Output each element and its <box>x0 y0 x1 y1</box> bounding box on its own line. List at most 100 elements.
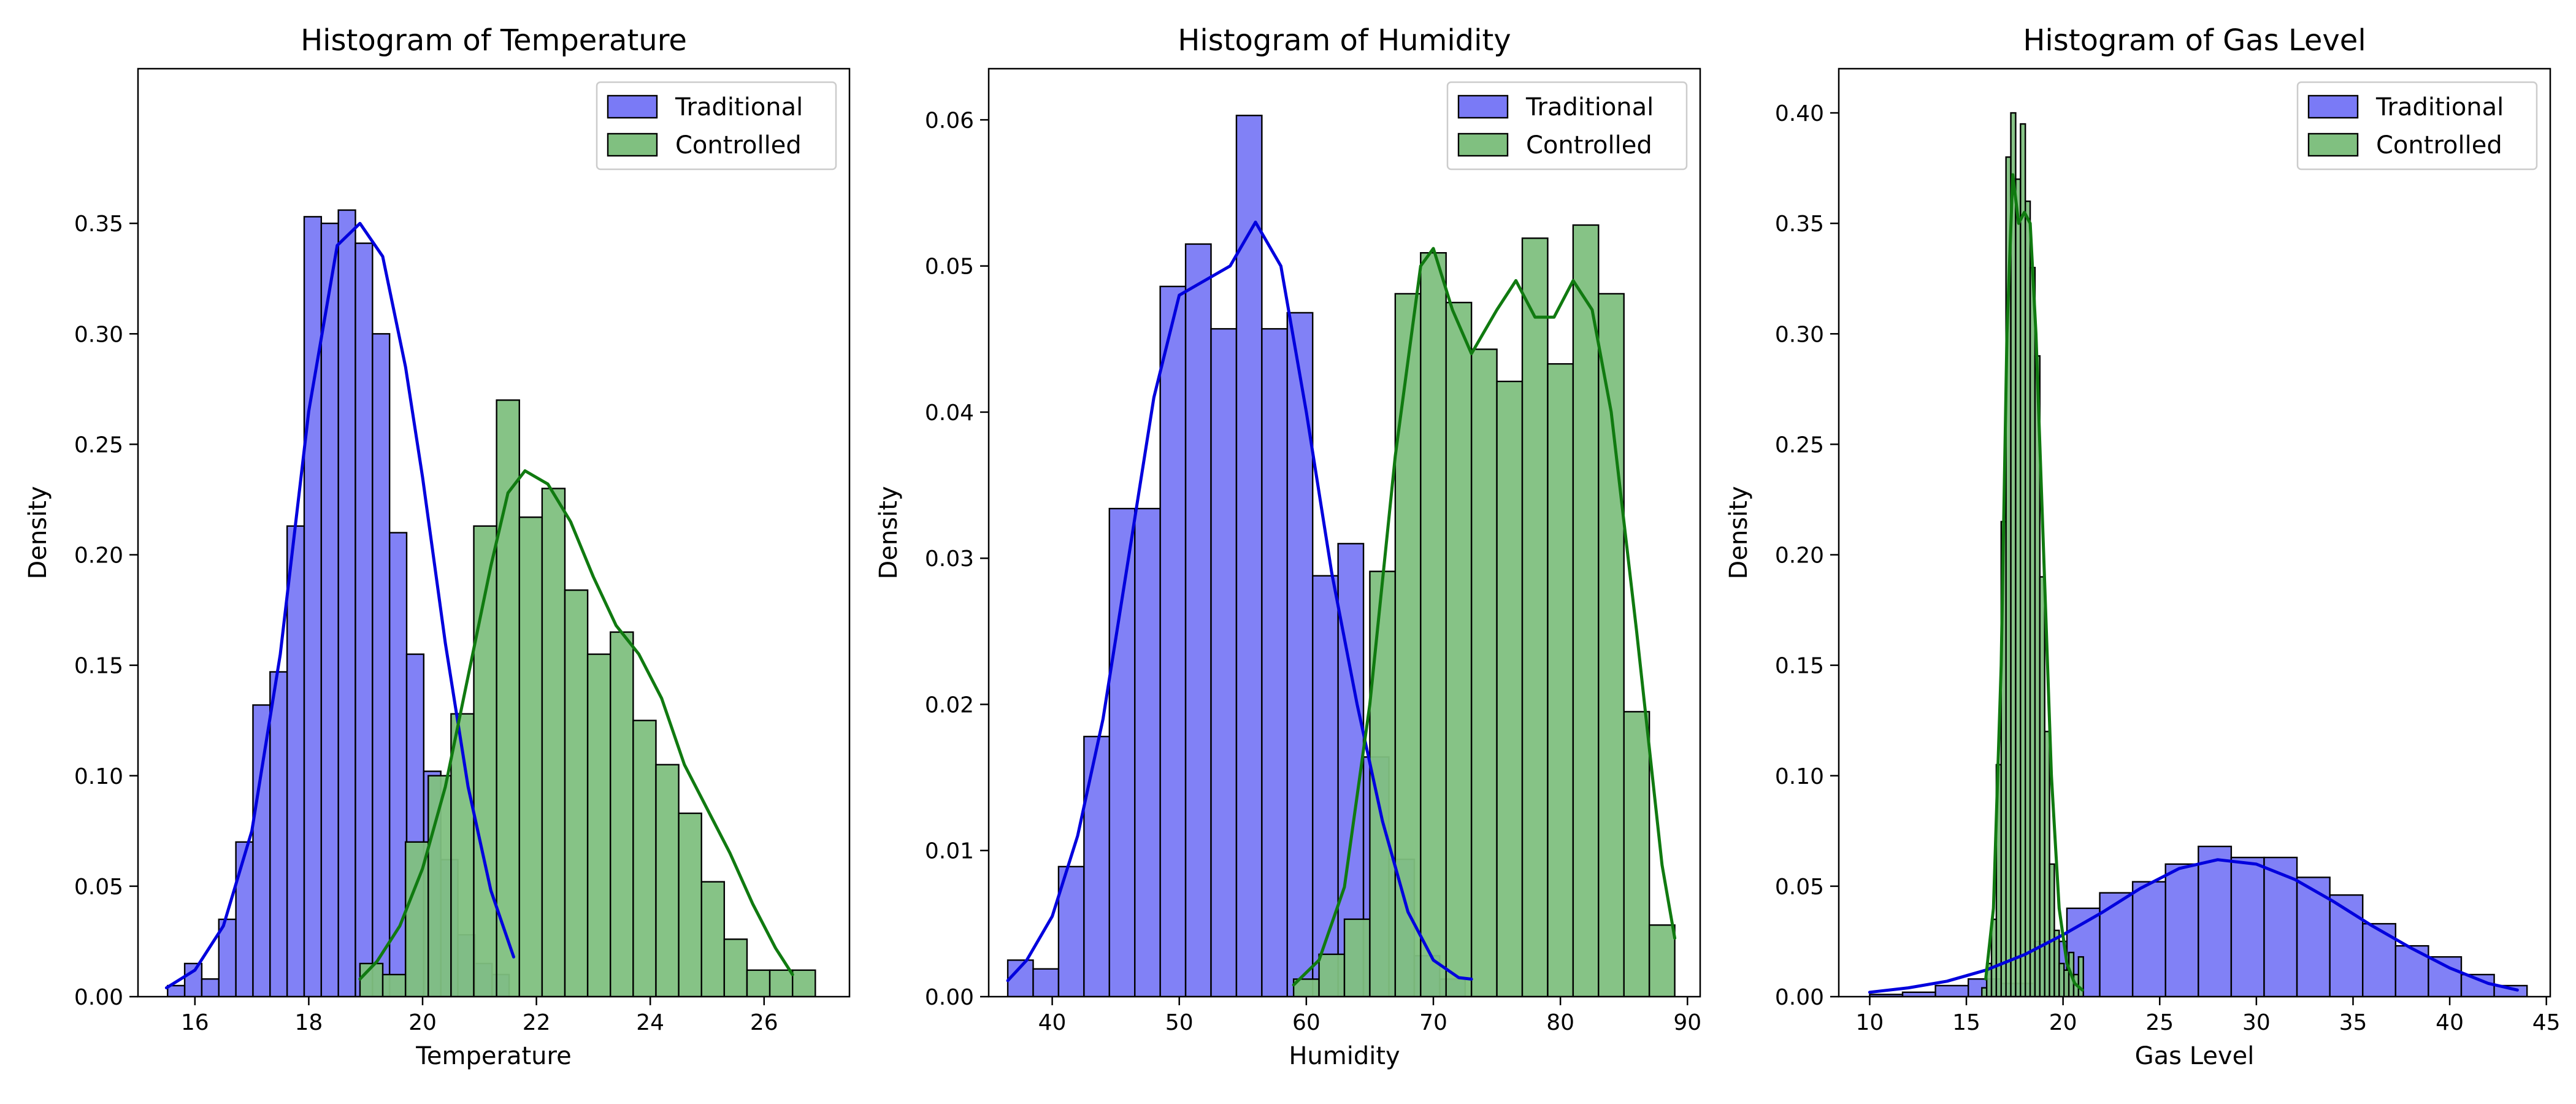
y-tick-label: 0.04 <box>925 401 974 426</box>
histogram-bar-traditional <box>1261 328 1288 997</box>
histogram-bar-traditional <box>2131 881 2166 997</box>
histogram-bar-traditional <box>286 525 305 997</box>
y-tick-label: 0.05 <box>925 255 974 280</box>
y-axis-label: Density <box>1725 486 1753 579</box>
panel-title: Histogram of Humidity <box>1178 23 1511 58</box>
x-tick-label: 40 <box>2436 1010 2464 1035</box>
histogram-bar-controlled <box>1445 302 1473 997</box>
x-tick-label: 20 <box>408 1010 437 1035</box>
histogram-bar-controlled <box>496 399 520 997</box>
histogram-bar-controlled <box>791 969 816 997</box>
histogram-bar-controlled <box>1343 918 1371 997</box>
kde-line-controlled <box>1984 173 2084 992</box>
histogram-bar-traditional <box>183 962 203 997</box>
y-tick-label: 0.03 <box>925 546 974 572</box>
legend-swatch-traditional <box>1457 94 1509 119</box>
histogram-bar-traditional <box>1057 865 1085 997</box>
x-tick-label: 20 <box>2049 1010 2077 1035</box>
histogram-bar-controlled <box>381 973 407 997</box>
legend-swatch-controlled <box>2307 132 2359 157</box>
x-tick-label: 50 <box>1165 1010 1194 1035</box>
x-tick-label: 45 <box>2532 1010 2561 1035</box>
histogram-bar-controlled <box>1547 363 1574 997</box>
histogram-bar-traditional <box>252 704 271 997</box>
x-tick-label: 18 <box>294 1010 323 1035</box>
legend: Traditional Controlled <box>1446 81 1688 171</box>
x-tick-label: 15 <box>1952 1010 1980 1035</box>
y-tick-label: 0.02 <box>925 692 974 718</box>
histogram-bar-controlled <box>678 812 702 997</box>
x-tick-label: 25 <box>2145 1010 2174 1035</box>
histogram-bar-traditional <box>2329 894 2364 997</box>
y-tick-label: 0.01 <box>925 839 974 864</box>
x-tick-label: 22 <box>523 1010 551 1035</box>
histogram-bar-traditional <box>2198 845 2233 997</box>
x-tick-label: 40 <box>1038 1010 1067 1035</box>
y-tick-label: 0.10 <box>1775 764 1824 789</box>
y-tick-label: 0.35 <box>74 212 123 237</box>
x-tick-label: 60 <box>1292 1010 1321 1035</box>
y-tick-label: 0.35 <box>1775 212 1824 237</box>
kde-line-traditional <box>1868 858 2519 994</box>
legend: Traditional Controlled <box>596 81 837 171</box>
histogram-bar-traditional <box>2099 892 2134 997</box>
histogram-bar-traditional <box>1032 968 1060 997</box>
histogram-bar-controlled <box>1496 380 1524 997</box>
histogram-bar-controlled <box>1572 224 1600 997</box>
histogram-bar-traditional <box>1286 312 1314 997</box>
legend-label-traditional: Traditional <box>2375 93 2504 121</box>
histogram-bar-traditional <box>355 242 374 997</box>
axes-frame <box>1838 67 2551 998</box>
y-tick-label: 0.15 <box>1775 654 1824 679</box>
legend-label-controlled: Controlled <box>1526 131 1652 159</box>
histogram-bar-controlled <box>769 969 794 997</box>
y-tick-label: 0.06 <box>925 108 974 133</box>
histogram-bar-traditional <box>1312 575 1339 997</box>
legend-label-controlled: Controlled <box>2376 131 2502 159</box>
y-tick-label: 0.25 <box>74 432 123 458</box>
histogram-bar-controlled <box>404 841 429 997</box>
histogram-bar-controlled <box>564 589 589 997</box>
y-axis-label: Density <box>24 486 52 579</box>
histogram-bar-controlled <box>1318 953 1346 997</box>
y-tick-label: 0.00 <box>1775 985 1824 1010</box>
x-axis-label: Temperature <box>415 1042 571 1070</box>
x-tick-label: 70 <box>1419 1010 1447 1035</box>
histogram-bar-controlled <box>586 653 611 997</box>
kde-line-controlled <box>1292 247 1677 987</box>
y-tick-label: 0.10 <box>74 764 123 789</box>
histogram-bar-traditional <box>1184 243 1212 997</box>
histogram-bar-controlled <box>518 516 543 997</box>
y-tick-label: 0.20 <box>1775 543 1824 569</box>
axes-frame <box>987 67 1701 998</box>
x-tick-label: 30 <box>2242 1010 2271 1035</box>
histogram-bar-traditional <box>303 216 323 997</box>
histogram-panel-1: 16 18 20 22 24 26 0.00 0.05 0.10 0.15 0.20 0.25 0.30… <box>24 23 851 1070</box>
histogram-bar-traditional <box>320 222 339 997</box>
x-tick-label: 24 <box>636 1010 664 1035</box>
x-tick-label: 10 <box>1856 1010 1884 1035</box>
histogram-bar-traditional <box>1083 735 1110 997</box>
legend-swatch-traditional <box>607 94 658 119</box>
histogram-bar-traditional <box>1235 115 1263 997</box>
histogram-bar-traditional <box>1108 507 1136 997</box>
histogram-bar-traditional <box>201 978 220 997</box>
histogram-panel-2: 40 50 60 70 80 90 0.00 0.01 0.02 0.03 0.04 0.05 0.06… <box>875 23 1701 1070</box>
legend-swatch-controlled <box>607 132 658 157</box>
kde-line-controlled <box>358 469 794 981</box>
y-tick-label: 0.05 <box>1775 875 1824 900</box>
x-axis-label: Gas Level <box>2135 1042 2255 1070</box>
x-axis-label: Humidity <box>1289 1042 1400 1070</box>
histogram-bar-controlled <box>1420 252 1447 997</box>
y-tick-label: 0.00 <box>925 985 974 1010</box>
y-tick-label: 0.05 <box>74 875 123 900</box>
histogram-bar-traditional <box>2164 863 2199 997</box>
y-tick-label: 0.25 <box>1775 432 1824 458</box>
y-tick-label: 0.40 <box>1775 101 1824 126</box>
histogram-bar-traditional <box>372 333 391 997</box>
plot-data-area <box>164 209 816 997</box>
x-tick-label: 16 <box>181 1010 209 1035</box>
histogram-bar-controlled <box>632 719 657 997</box>
histogram-bar-traditional <box>2230 856 2265 997</box>
